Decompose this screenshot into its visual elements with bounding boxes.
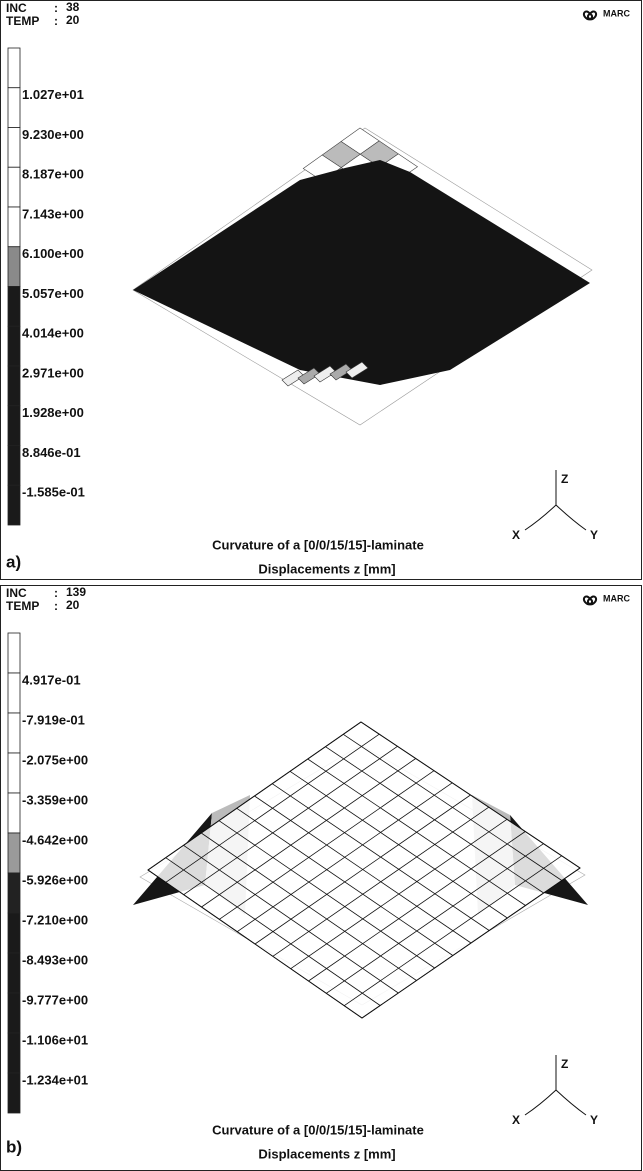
legend-swatch <box>8 247 20 287</box>
separator: : <box>54 586 58 600</box>
separator: : <box>54 599 58 613</box>
logo-symbol <box>584 11 596 19</box>
legend-swatch <box>8 207 20 247</box>
legend-label: -4.642e+00 <box>22 832 88 847</box>
temp-label: TEMP <box>6 14 39 28</box>
temp-value: 20 <box>66 598 80 612</box>
legend-label: -3.359e+00 <box>22 792 88 807</box>
legend-swatch <box>8 128 20 168</box>
logo-symbol <box>584 596 596 604</box>
axis-x <box>525 1090 556 1115</box>
axis-y <box>556 505 586 530</box>
legend-swatch <box>8 673 20 713</box>
legend-label: 4.014e+00 <box>22 326 84 341</box>
legend-label: 5.057e+00 <box>22 286 84 301</box>
axis-y-label: Y <box>590 528 598 542</box>
inc-label: INC <box>6 586 27 600</box>
legend-label: 6.100e+00 <box>22 246 84 261</box>
legend-label: -5.926e+00 <box>22 872 88 887</box>
legend-swatch <box>8 953 20 993</box>
logo: MARC <box>603 593 630 603</box>
legend-label: -1.234e+01 <box>22 1072 88 1087</box>
legend-label: -7.919e-01 <box>22 712 85 727</box>
axis-x-label: X <box>512 1113 520 1127</box>
legend-label: 7.143e+00 <box>22 206 84 221</box>
legend-swatch <box>8 913 20 953</box>
legend-swatch <box>8 1073 20 1113</box>
legend-label: 9.230e+00 <box>22 127 84 142</box>
legend-label: 4.917e-01 <box>22 672 81 687</box>
legend-swatch <box>8 713 20 753</box>
axis-z-label: Z <box>561 472 568 486</box>
panel-label: b) <box>6 1137 22 1156</box>
legend-swatch <box>8 993 20 1033</box>
axis-x-label: X <box>512 528 520 542</box>
figure: INC:38TEMP:20MARC1.027e+019.230e+008.187… <box>0 0 643 1171</box>
legend-label: -1.585e-01 <box>22 485 85 500</box>
legend-swatch <box>8 833 20 873</box>
panel: INC:38 TEMP:20 MARC 1.027e+01 9.230e+00 8.187… <box>1 0 642 579</box>
axis-x <box>525 505 556 530</box>
legend-swatch <box>8 167 20 207</box>
panel-label: a) <box>6 552 21 571</box>
legend-swatch <box>8 406 20 446</box>
temp-value: 20 <box>66 13 80 27</box>
legend-label: 8.846e-01 <box>22 445 81 460</box>
axis-y-label: Y <box>590 1113 598 1127</box>
temp-label: TEMP <box>6 599 39 613</box>
legend-label: -8.493e+00 <box>22 952 88 967</box>
legend-swatch <box>8 485 20 525</box>
axis-z-label: Z <box>561 1057 568 1071</box>
legend-label: 1.027e+01 <box>22 87 84 102</box>
legend-swatch <box>8 633 20 673</box>
caption-line: Displacements z [mm] <box>258 561 395 576</box>
legend-label: 8.187e+00 <box>22 167 84 182</box>
legend-swatch <box>8 326 20 366</box>
logo: MARC <box>603 8 630 18</box>
legend-label: 2.971e+00 <box>22 365 84 380</box>
panel: INC:139 TEMP:20 MARC 4.917e-01 -7.919e-01 -2.… <box>1 585 642 1170</box>
inc-label: INC <box>6 1 27 15</box>
legend-swatch <box>8 287 20 327</box>
legend-swatch <box>8 873 20 913</box>
caption-line: Curvature of a [0/0/15/15]-laminate <box>212 1122 424 1137</box>
legend-swatch <box>8 48 20 88</box>
axis-y <box>556 1090 586 1115</box>
legend-label: -7.210e+00 <box>22 912 88 927</box>
legend-swatch <box>8 366 20 406</box>
legend-swatch <box>8 446 20 486</box>
legend-label: 1.928e+00 <box>22 405 84 420</box>
caption-line: Displacements z [mm] <box>258 1146 395 1161</box>
legend-label: -9.777e+00 <box>22 992 88 1007</box>
legend-swatch <box>8 753 20 793</box>
legend-swatch <box>8 88 20 128</box>
legend-label: -2.075e+00 <box>22 752 88 767</box>
separator: : <box>54 14 58 28</box>
caption-line: Curvature of a [0/0/15/15]-laminate <box>212 537 424 552</box>
inc-value: 38 <box>66 0 80 14</box>
legend-swatch <box>8 1033 20 1073</box>
mesh-body <box>133 160 590 385</box>
legend-label: -1.106e+01 <box>22 1032 88 1047</box>
separator: : <box>54 1 58 15</box>
inc-value: 139 <box>66 585 86 599</box>
legend-swatch <box>8 793 20 833</box>
